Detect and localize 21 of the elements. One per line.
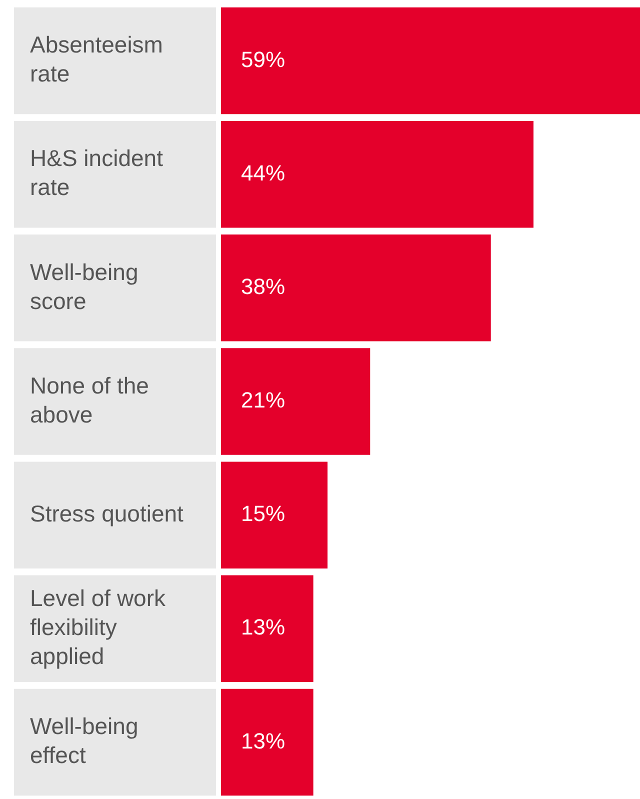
data-label: 44% (241, 160, 286, 186)
data-label: 59% (241, 46, 286, 72)
bar (221, 575, 314, 682)
data-label: 21% (241, 388, 286, 413)
bar (221, 462, 328, 568)
y-tick-label: Level of work flexibility applied (30, 584, 166, 669)
bar (221, 688, 314, 796)
y-tick-label: Stress quotient (30, 500, 184, 526)
bar (221, 120, 534, 228)
bar (221, 348, 370, 455)
data-label: 15% (241, 501, 286, 526)
bar (221, 234, 491, 342)
y-tick-label: H&S incident rate (30, 145, 164, 200)
data-label: 13% (241, 614, 286, 640)
y-tick-label: Absenteeism rate (30, 32, 163, 87)
data-label: 38% (241, 274, 286, 299)
bar (221, 7, 640, 114)
y-tick-label: None of the above (30, 372, 149, 428)
data-label: 13% (241, 728, 286, 754)
y-tick-label: Well-being effect (30, 713, 138, 768)
y-tick-label: Well-being score (30, 258, 138, 314)
